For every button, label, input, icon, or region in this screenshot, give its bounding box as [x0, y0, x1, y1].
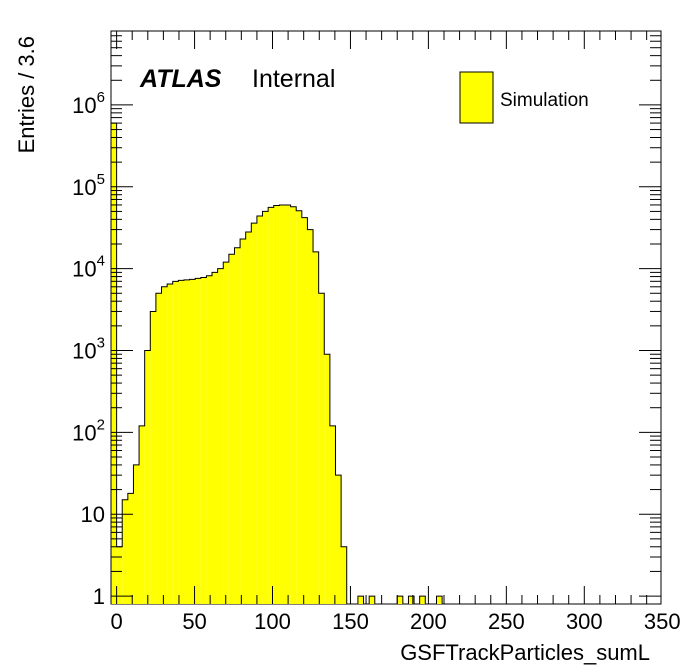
y-tick-label: 102 [72, 416, 105, 445]
histogram-bar [133, 464, 140, 604]
y-axis-title: Entries / 3.6 [14, 36, 39, 153]
histogram-bar [262, 211, 269, 604]
histogram-bar [357, 596, 364, 604]
histogram-bar [240, 239, 246, 605]
histogram-bar [245, 232, 252, 604]
x-tick-label: 350 [644, 609, 681, 634]
y-tick-label: 104 [72, 253, 105, 282]
histogram-bar [172, 281, 179, 604]
histogram-bar [217, 268, 224, 604]
internal-label: Internal [252, 65, 335, 93]
histogram-bar [318, 293, 325, 604]
histogram-bar [307, 229, 314, 604]
histogram-bar [139, 425, 145, 604]
histogram-bar [335, 475, 342, 604]
histogram-bar [369, 596, 375, 604]
histogram-bar [206, 275, 213, 604]
histogram-bar [150, 311, 156, 604]
legend-swatch-simulation [459, 71, 494, 124]
histogram-bar [200, 277, 207, 604]
x-tick-label: 300 [566, 609, 603, 634]
histogram-bar [234, 247, 241, 604]
x-tick-label: 100 [254, 609, 291, 634]
histogram-bar [161, 286, 168, 604]
histogram-bar [290, 206, 297, 604]
histogram-bar [212, 272, 218, 604]
histogram-bar [419, 596, 426, 604]
histogram-bar [279, 204, 285, 604]
histogram-bar [178, 280, 184, 604]
histogram-bar [127, 493, 134, 604]
x-tick-label: 250 [488, 609, 525, 634]
legend-label-simulation: Simulation [500, 90, 589, 111]
histogram-bar [256, 215, 263, 604]
histogram-bar [313, 251, 319, 604]
x-tick-label: 150 [332, 609, 369, 634]
histogram-bar [189, 279, 196, 604]
y-tick-label: 1 [93, 584, 105, 609]
histogram-bars [110, 122, 443, 605]
histogram-bar [167, 283, 173, 604]
histogram-bar [144, 350, 151, 604]
histogram-bar [397, 596, 403, 604]
histogram-bar [341, 546, 347, 604]
histogram-bar [228, 254, 235, 605]
histogram-bar [284, 204, 291, 604]
histogram-bar [195, 278, 201, 604]
x-axis-title: GSFTrackParticles_sumL [400, 640, 650, 665]
histogram-bar [296, 210, 302, 604]
x-axis-ticks: 0 50 100 150 200 250 300 350 [110, 31, 681, 634]
histogram-bar [324, 354, 330, 604]
legend: Simulation [459, 71, 589, 124]
histogram-bar [183, 279, 190, 604]
y-tick-label: 103 [72, 334, 105, 363]
y-tick-label: 105 [72, 171, 105, 200]
histogram-bar [268, 207, 274, 605]
histogram-bar [116, 546, 123, 604]
histogram-bar [436, 596, 443, 604]
histogram-bar [408, 596, 415, 604]
histogram-bar [273, 205, 280, 604]
histogram-bar [122, 499, 128, 604]
x-tick-label: 200 [410, 609, 447, 634]
x-tick-label: 50 [182, 609, 206, 634]
histogram-bar [223, 262, 229, 604]
histogram-bar [301, 217, 308, 604]
histogram-bar [155, 293, 162, 604]
y-tick-label: 106 [72, 89, 105, 118]
histogram-bar [251, 223, 257, 604]
atlas-label: ATLAS [139, 65, 222, 93]
x-tick-label: 0 [110, 609, 122, 634]
histogram-bar [329, 425, 336, 604]
y-tick-label: 10 [81, 502, 105, 527]
